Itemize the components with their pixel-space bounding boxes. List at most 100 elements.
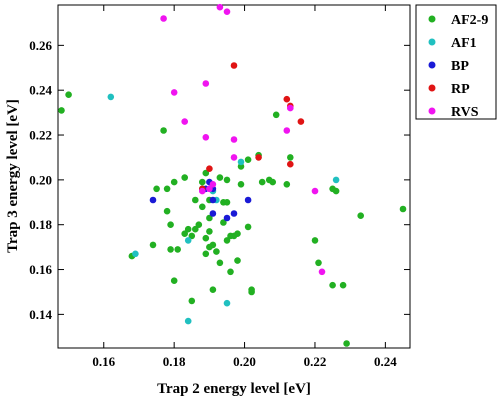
data-point-af2-9	[315, 259, 322, 267]
data-point-af2-9	[329, 281, 336, 289]
data-point-af2-9	[272, 111, 280, 119]
data-point-af2-9	[223, 176, 231, 184]
data-point-af2-9	[188, 232, 196, 240]
data-point-af2-9	[206, 228, 213, 235]
data-point-rp	[206, 165, 213, 172]
data-point-af2-9	[170, 178, 178, 186]
data-point-af2-9	[244, 156, 252, 163]
data-point-af2-9	[258, 178, 266, 186]
data-point-af1	[132, 250, 139, 258]
legend-label-af1: AF1	[451, 36, 477, 51]
data-point-bp	[230, 210, 238, 217]
data-point-rvs	[230, 154, 238, 161]
data-point-af2-9	[202, 234, 210, 242]
axis-ticks: 0.16 0.18 0.20 0.22 0.24 0.14 0.16 0.18 0.20 0.22…	[29, 5, 410, 369]
x-tick-label: 0.16	[92, 354, 115, 369]
data-point-af2-9	[199, 178, 206, 186]
data-point-rp	[283, 95, 291, 103]
data-point-af2-9	[65, 91, 72, 98]
data-point-rp	[287, 160, 294, 168]
data-point-af2-9	[234, 257, 241, 264]
data-point-bp	[244, 196, 252, 204]
legend-label-af2-9: AF2-9	[451, 13, 488, 28]
y-tick-label: 0.26	[29, 38, 52, 53]
data-point-rvs	[199, 187, 206, 195]
data-point-af2-9	[192, 225, 199, 233]
data-point-af2-9	[206, 214, 213, 222]
data-point-af2-9	[202, 250, 210, 258]
data-point-af2-9	[153, 185, 160, 193]
data-point-rvs	[209, 181, 217, 188]
data-point-af2-9	[181, 174, 188, 181]
data-point-af2-9	[223, 199, 231, 206]
data-point-rvs	[202, 80, 210, 87]
y-tick-label: 0.22	[29, 128, 52, 143]
data-point-af2-9	[149, 241, 157, 249]
data-point-af2-9	[269, 178, 277, 186]
data-point-af2-9	[184, 225, 192, 233]
data-point-rvs	[202, 134, 210, 141]
data-point-af2-9	[58, 107, 65, 114]
x-tick-label: 0.20	[233, 354, 256, 369]
data-point-af1	[184, 317, 192, 325]
data-point-af2-9	[332, 187, 340, 195]
data-point-af2-9	[237, 181, 245, 188]
legend-label-rp: RP	[451, 82, 470, 97]
data-point-af2-9	[174, 246, 181, 253]
data-point-af2-9	[163, 185, 171, 193]
y-tick-label: 0.24	[29, 83, 52, 98]
data-point-rp	[297, 118, 305, 125]
data-point-af1	[107, 93, 115, 101]
data-points	[58, 3, 407, 347]
legend-label-rvs: RVS	[451, 105, 479, 120]
x-tick-label: 0.22	[304, 354, 327, 369]
y-tick-label: 0.20	[29, 172, 52, 187]
data-point-af2-9	[160, 127, 167, 134]
data-point-af2-9	[287, 154, 294, 161]
data-point-rvs	[287, 104, 294, 112]
data-point-af2-9	[223, 237, 231, 244]
data-point-rvs	[181, 118, 188, 125]
data-point-af1	[223, 299, 231, 307]
legend-marker-rvs	[428, 107, 436, 115]
legend-marker-rp	[428, 84, 436, 92]
x-axis-label: Trap 2 energy level [eV]	[157, 381, 311, 397]
data-point-af2-9	[244, 223, 252, 231]
data-point-af2-9	[167, 246, 174, 253]
y-tick-label: 0.16	[29, 262, 52, 277]
data-point-rp	[230, 62, 238, 69]
data-point-bp	[223, 214, 231, 222]
legend-marker-af2-9	[428, 15, 436, 23]
data-point-af2-9	[209, 241, 217, 249]
x-tick-label: 0.24	[374, 354, 397, 369]
y-tick-label: 0.14	[29, 307, 52, 322]
data-point-af2-9	[167, 221, 174, 228]
data-point-af2-9	[213, 248, 220, 255]
data-point-af2-9	[216, 174, 224, 181]
data-point-af2-9	[170, 277, 178, 285]
legend-marker-af1	[428, 38, 436, 46]
data-point-rp	[255, 154, 262, 161]
data-point-af2-9	[192, 196, 199, 204]
data-point-rvs	[318, 268, 326, 276]
plot-area-frame	[57, 4, 411, 349]
data-point-af1	[332, 176, 340, 184]
y-tick-label: 0.18	[29, 217, 52, 232]
data-point-af2-9	[202, 169, 210, 177]
data-point-bp	[209, 196, 217, 204]
data-point-af2-9	[216, 259, 224, 267]
data-point-rvs	[223, 8, 231, 15]
data-point-af2-9	[220, 219, 227, 226]
data-point-af2-9	[195, 221, 203, 228]
data-point-af2-9	[209, 286, 217, 294]
data-point-af2-9	[227, 268, 234, 276]
data-point-rvs	[230, 136, 238, 143]
data-point-af2-9	[339, 281, 347, 289]
legend-frame	[415, 4, 497, 120]
legend-label-bp: BP	[451, 59, 469, 74]
data-point-af2-9	[248, 286, 255, 294]
data-point-af1	[184, 237, 192, 244]
legend-marker-bp	[428, 61, 436, 69]
data-point-af2-9	[357, 212, 365, 219]
